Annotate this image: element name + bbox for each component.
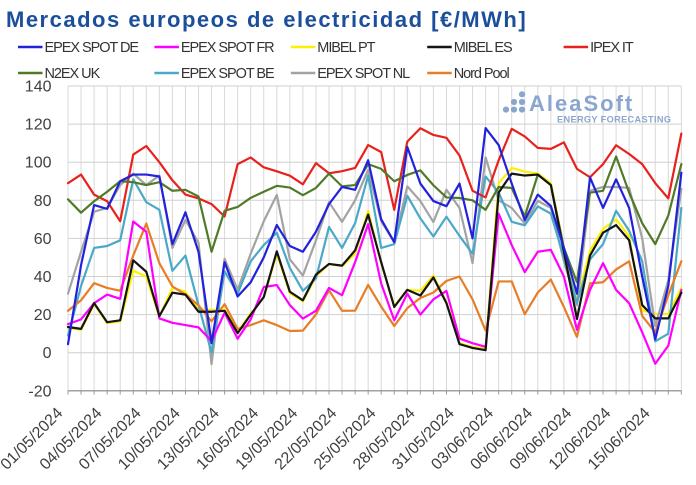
svg-text:-20: -20 <box>28 383 51 400</box>
svg-text:N2EX UK: N2EX UK <box>45 66 101 82</box>
svg-text:EPEX SPOT DE: EPEX SPOT DE <box>45 40 140 56</box>
svg-text:MIBEL PT: MIBEL PT <box>317 40 375 56</box>
svg-text:MIBEL ES: MIBEL ES <box>454 40 512 56</box>
svg-text:IPEX IT: IPEX IT <box>590 40 634 56</box>
svg-text:EPEX SPOT FR: EPEX SPOT FR <box>181 40 274 56</box>
svg-text:80: 80 <box>34 193 52 210</box>
svg-text:100: 100 <box>25 155 52 172</box>
svg-text:60: 60 <box>34 231 52 248</box>
svg-text:120: 120 <box>25 117 52 134</box>
svg-text:Mercados europeos de electrici: Mercados europeos de electricidad [€/MWh… <box>6 7 527 32</box>
svg-text:40: 40 <box>34 269 52 286</box>
svg-text:140: 140 <box>25 79 52 96</box>
svg-text:0: 0 <box>43 345 52 362</box>
svg-text:AleaSoft: AleaSoft <box>529 91 634 116</box>
svg-text:EPEX SPOT NL: EPEX SPOT NL <box>317 66 410 82</box>
svg-text:Nord Pool: Nord Pool <box>454 66 510 82</box>
svg-text:ENERGY FORECASTING: ENERGY FORECASTING <box>557 115 671 125</box>
svg-text:EPEX SPOT BE: EPEX SPOT BE <box>181 66 275 82</box>
svg-text:20: 20 <box>34 307 52 324</box>
